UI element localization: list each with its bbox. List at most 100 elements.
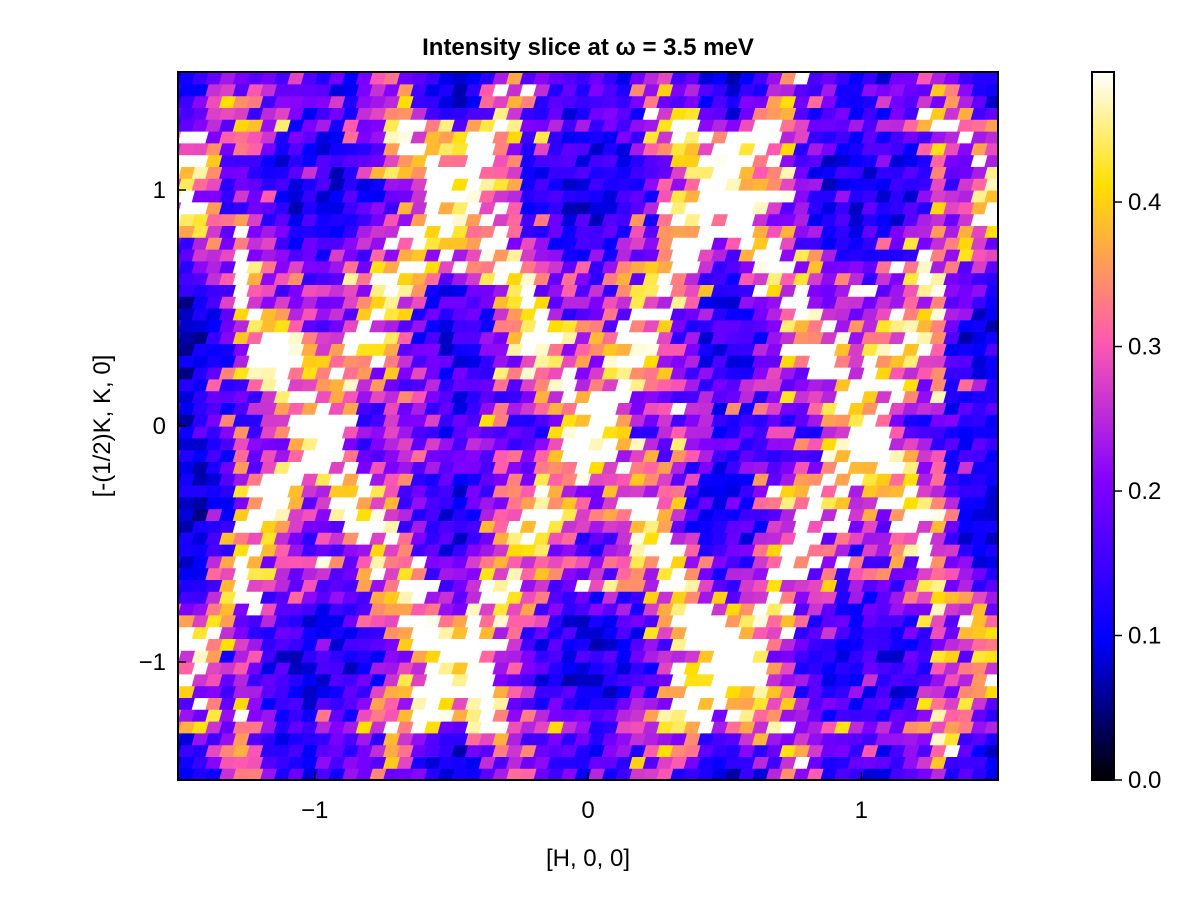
heatmap-cell [738,461,756,474]
heatmap-cell [574,308,592,321]
heatmap-cell [875,473,893,486]
heatmap-cell [301,567,319,580]
heatmap-cell [588,131,606,144]
heatmap-cell [683,744,702,757]
heatmap-cell [588,685,606,698]
heatmap-cell [396,744,415,757]
heatmap-cell [601,721,620,734]
heatmap-cell [178,544,196,557]
heatmap-cell [861,437,879,451]
heatmap-cell [574,544,592,557]
heatmap-cell [642,119,661,132]
heatmap-cell [765,532,784,545]
heatmap-cell [437,709,456,722]
heatmap-cell [465,579,483,592]
heatmap-cell [191,119,210,132]
heatmap-cell [847,190,866,203]
heatmap-cell [205,414,223,427]
heatmap-cell [246,721,264,734]
heatmap-cell [478,367,497,380]
heatmap-cell [697,166,715,179]
heatmap-cell [342,520,360,533]
heatmap-cell [615,119,633,132]
heatmap-cell [902,673,920,687]
heatmap-cell [314,461,333,474]
heatmap-cell [424,72,442,85]
heatmap-cell [383,355,401,368]
heatmap-cell [437,95,456,108]
heatmap-cell [888,768,907,780]
heatmap-cell [560,626,579,639]
heatmap-cell [437,260,456,274]
heatmap-cell [998,627,1016,639]
heatmap-cell [670,178,688,191]
heatmap-cell [232,249,251,262]
heatmap-cell [178,721,196,734]
heatmap-cell [519,709,538,722]
heatmap-cell [957,190,975,203]
heatmap-cell [752,343,770,356]
heatmap-cell [287,225,305,238]
heatmap-cell [916,579,934,592]
heatmap-cell [314,638,333,651]
heatmap-cell [970,119,989,132]
heatmap-cell [547,614,565,628]
heatmap-cell [574,626,592,639]
heatmap-cell [424,355,442,368]
heatmap-cell [574,709,592,722]
heatmap-cell [560,249,579,262]
heatmap-cell [793,296,811,309]
heatmap-cell [916,142,934,156]
heatmap-cell [369,426,387,439]
heatmap-cell [588,449,606,462]
heatmap-cell [178,603,196,616]
heatmap-cell [533,614,551,628]
heatmap-cell [178,355,196,368]
heatmap-cell [178,237,196,250]
heatmap-cell [902,83,920,97]
heatmap-cell [779,260,797,274]
heatmap-cell [260,544,278,557]
heatmap-cell [191,579,210,592]
heatmap-cell [492,697,510,710]
heatmap-cell [533,331,551,344]
heatmap-cell [724,449,743,462]
heatmap-cell [929,225,948,238]
heatmap-cell [492,296,510,309]
heatmap-cell [519,461,538,474]
heatmap-cell [765,638,784,651]
heatmap-cell [738,308,756,321]
heatmap-cell [437,697,456,710]
heatmap-cell [929,697,948,710]
heatmap-cell [711,638,729,651]
heatmap-cell [916,154,934,167]
heatmap-cell [355,697,374,710]
heatmap-cell [355,131,374,144]
heatmap-cell [875,756,893,769]
heatmap-cell [260,72,278,85]
heatmap-cell [629,319,647,333]
heatmap-cell [191,555,210,569]
heatmap-cell [328,355,346,368]
heatmap-cell [779,473,797,486]
heatmap-cell [314,308,333,321]
heatmap-cell [793,697,811,710]
heatmap-cell [916,685,934,698]
heatmap-cell [943,721,961,734]
heatmap-cell [328,426,346,439]
heatmap-cell [929,367,948,380]
heatmap-cell [820,508,838,521]
heatmap-cell [369,626,387,639]
heatmap-cell [861,131,879,144]
heatmap-cell [451,343,469,356]
heatmap-cell [328,390,346,403]
heatmap-cell [355,567,374,580]
heatmap-cell [861,614,879,628]
heatmap-cell [629,284,647,297]
heatmap-cell [506,107,524,120]
heatmap-cell [847,603,866,616]
heatmap-cell [301,83,319,97]
heatmap-cell [437,473,456,486]
heatmap-cell [916,496,934,510]
heatmap-cell [834,709,852,722]
